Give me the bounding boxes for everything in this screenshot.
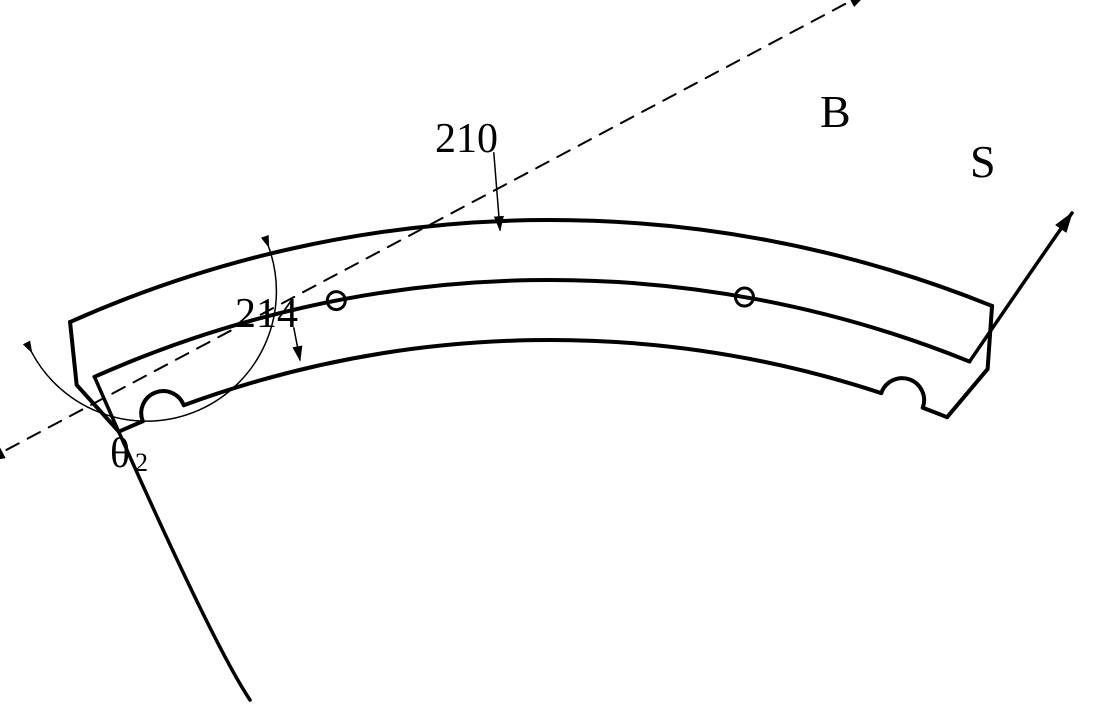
diagram-svg — [0, 0, 1100, 722]
label-theta-sub: 2 — [135, 448, 148, 478]
label-B: B — [820, 85, 851, 138]
label-214: 214 — [235, 290, 298, 338]
label-S: S — [970, 135, 996, 188]
diagram-root — [0, 0, 1100, 722]
label-theta-main: θ — [110, 430, 130, 478]
label-210: 210 — [435, 115, 498, 163]
